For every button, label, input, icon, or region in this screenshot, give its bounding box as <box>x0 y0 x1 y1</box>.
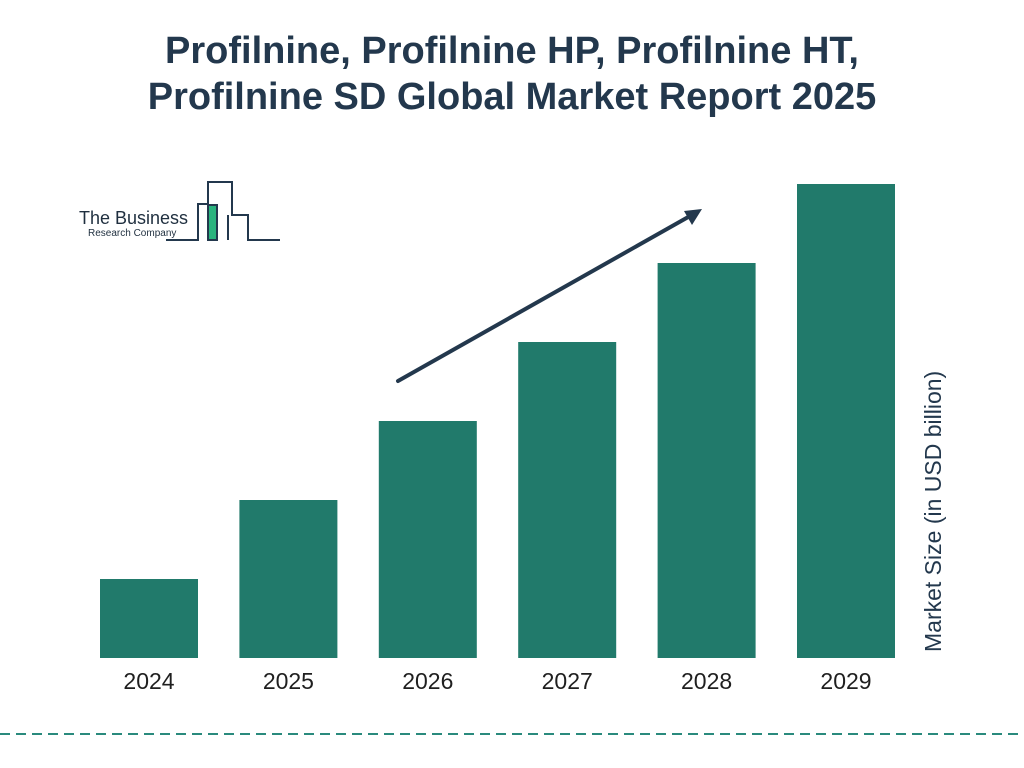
chart-title: Profilnine, Profilnine HP, Profilnine HT… <box>0 28 1024 120</box>
chart-title-line-1: Profilnine, Profilnine HP, Profilnine HT… <box>165 30 859 72</box>
x-tick-label-2028: 2028 <box>681 668 732 694</box>
logo-text-line-1: The Business <box>79 208 188 228</box>
trend-arrow <box>396 209 702 383</box>
bar-2025 <box>239 500 338 658</box>
logo-text-line-2: Research Company <box>88 228 176 239</box>
bar-2024 <box>100 579 198 658</box>
y-axis-label: Market Size (in USD billion) <box>920 371 946 652</box>
bar-2028 <box>657 263 756 658</box>
x-tick-label-2025: 2025 <box>263 668 314 694</box>
bars-group <box>100 184 895 658</box>
logo-buildings-icon <box>166 181 280 241</box>
x-tick-label-2024: 2024 <box>123 668 174 694</box>
x-tick-label-2026: 2026 <box>402 668 453 694</box>
bar-2026 <box>378 421 477 658</box>
bar-2027 <box>518 342 617 658</box>
x-tick-label-2027: 2027 <box>542 668 593 694</box>
x-tick-labels: 2024 2025 2026 2027 2028 2029 <box>123 668 871 694</box>
company-logo: The Business Research Company <box>79 181 280 241</box>
x-tick-label-2029: 2029 <box>820 668 871 694</box>
bar-2029 <box>797 184 895 658</box>
chart-title-line-2: Profilnine SD Global Market Report 2025 <box>147 76 877 118</box>
